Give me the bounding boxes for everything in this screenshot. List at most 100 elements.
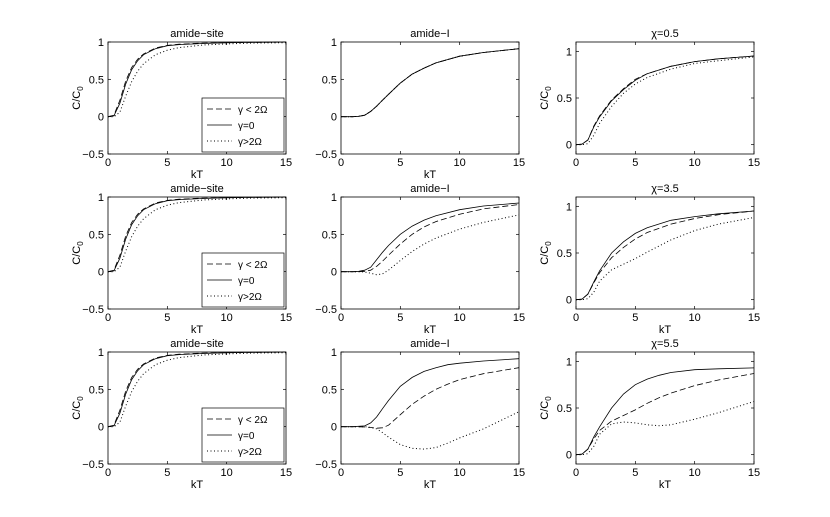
x-tick-label: 5	[632, 467, 638, 479]
y-tick-label: −0.5	[82, 459, 104, 471]
y-tick-label: 0	[331, 422, 337, 434]
x-tick-label: 5	[164, 312, 170, 324]
series-line	[341, 367, 520, 429]
y-tick-label: −0.5	[82, 304, 104, 316]
y-tick-label: 0	[98, 422, 104, 434]
x-tick-label: 10	[221, 467, 233, 479]
x-tick-label: 5	[632, 312, 638, 324]
series-line	[108, 352, 287, 428]
x-tick-label: 0	[105, 312, 111, 324]
subplot-title: χ=3.5	[651, 183, 679, 195]
plot-area	[575, 351, 755, 465]
x-tick-label: 5	[397, 467, 403, 479]
y-axis-label: C/C0	[71, 396, 85, 420]
y-tick-label: 0	[566, 295, 572, 307]
series-line	[108, 197, 287, 273]
series-line	[107, 196, 287, 273]
y-tick-label: 0.5	[322, 384, 337, 396]
x-tick-label: 10	[689, 467, 701, 479]
x-tick-label: 5	[632, 157, 638, 169]
legend-entry: γ>2Ω	[238, 447, 262, 458]
subplot-title: amide−I	[410, 338, 449, 350]
x-tick-label: 15	[748, 312, 760, 324]
series-line	[575, 373, 755, 456]
y-tick-label: −0.5	[315, 149, 337, 161]
y-tick-label: 1	[566, 356, 572, 368]
y-tick-label: 0.5	[557, 403, 572, 415]
x-tick-label: 0	[105, 157, 111, 169]
x-tick-label: 15	[280, 312, 292, 324]
y-tick-label: 0	[331, 112, 337, 124]
x-axis-label: kT	[659, 479, 672, 491]
legend: γ < 2Ω γ=0 γ>2Ω	[201, 252, 285, 308]
y-tick-label: 1	[566, 201, 572, 213]
subplot-title: amide−site	[170, 338, 224, 350]
subplot-9: 0 5 10 15 0 0.5 1 χ=5.5 kT C/C0	[539, 338, 760, 491]
subplot-title: amide−I	[410, 28, 449, 40]
y-tick-label: 1	[331, 347, 337, 359]
x-axis-label: kT	[191, 324, 204, 336]
x-tick-label: 10	[689, 157, 701, 169]
subplot-6: 0 5 10 15 0 0.5 1 χ=3.5 kT C/C0	[539, 183, 760, 336]
legend-entry: γ>2Ω	[238, 137, 262, 148]
x-tick-label: 5	[397, 157, 403, 169]
y-tick-label: 0.5	[322, 229, 337, 241]
x-tick-label: 5	[164, 157, 170, 169]
x-tick-label: 10	[454, 157, 466, 169]
y-tick-label: 0	[566, 140, 572, 152]
x-axis-label: kT	[191, 169, 204, 181]
y-tick-label: 0	[98, 112, 104, 124]
series-line	[575, 55, 755, 146]
y-tick-label: 1	[98, 37, 104, 49]
series-line	[341, 204, 520, 273]
legend-entry: γ=0	[238, 431, 255, 442]
y-axis-label: C/C0	[71, 241, 85, 265]
subplot-title: χ=5.5	[651, 338, 679, 350]
legend-entry: γ>2Ω	[238, 292, 262, 303]
x-tick-label: 0	[573, 467, 579, 479]
series-line	[341, 202, 520, 273]
y-tick-label: 1	[331, 192, 337, 204]
y-tick-label: 1	[98, 192, 104, 204]
subplot-title: amide−I	[410, 183, 449, 195]
y-tick-label: 0.5	[557, 248, 572, 260]
y-axis-label: C/C0	[539, 241, 553, 265]
y-tick-label: 0.5	[557, 93, 572, 105]
x-tick-label: 15	[513, 312, 525, 324]
x-tick-label: 10	[221, 157, 233, 169]
series-line	[107, 351, 287, 428]
x-tick-label: 10	[454, 312, 466, 324]
plot-area	[340, 351, 520, 465]
x-tick-label: 10	[689, 312, 701, 324]
subplot-3: 0 5 10 15 0 0.5 1 χ=0.5 C/C0	[539, 28, 760, 169]
plot-area	[340, 41, 520, 155]
x-axis-label: kT	[424, 169, 437, 181]
y-tick-label: −0.5	[82, 149, 104, 161]
y-tick-label: 1	[98, 347, 104, 359]
x-tick-label: 0	[573, 157, 579, 169]
y-tick-label: 0	[331, 267, 337, 279]
subplot-title: amide−site	[170, 183, 224, 195]
y-tick-label: 1	[566, 46, 572, 58]
y-tick-label: −0.5	[315, 459, 337, 471]
legend: γ < 2Ω γ=0 γ>2Ω	[201, 407, 285, 463]
x-tick-label: 10	[221, 312, 233, 324]
legend-entry: γ < 2Ω	[238, 105, 268, 116]
y-tick-label: 0.5	[89, 384, 104, 396]
y-tick-label: 0.5	[322, 74, 337, 86]
legend: γ < 2Ω γ=0 γ>2Ω	[201, 97, 285, 153]
x-tick-label: 10	[454, 467, 466, 479]
y-tick-label: 0.5	[89, 74, 104, 86]
x-axis-label: kT	[191, 479, 204, 491]
y-axis-label: C/C0	[71, 86, 85, 110]
y-axis-label: C/C0	[539, 396, 553, 420]
series-line	[576, 56, 755, 146]
x-axis-label: kT	[424, 324, 437, 336]
x-tick-label: 15	[748, 157, 760, 169]
